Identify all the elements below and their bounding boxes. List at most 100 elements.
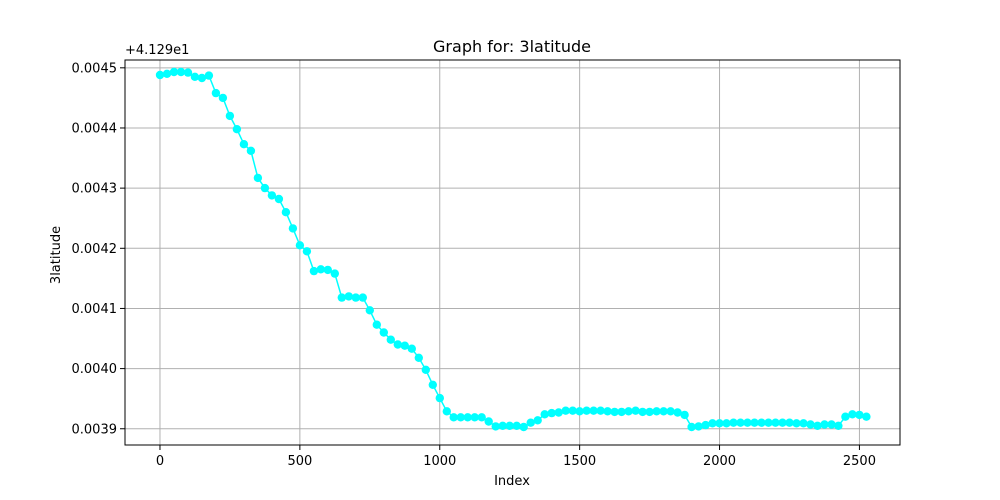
data-point xyxy=(561,406,570,415)
y-axis: 0.0039 0.0040 0.0041 0.0042 0.0043 0.0044 0.00… xyxy=(72,61,125,437)
data-point xyxy=(701,420,710,430)
data-point xyxy=(855,410,864,420)
plot-frame xyxy=(124,59,901,446)
data-point xyxy=(785,418,794,427)
data-point xyxy=(512,421,521,430)
data-point xyxy=(722,419,731,428)
x-tick-label: 2000 xyxy=(703,454,736,469)
data-point xyxy=(519,422,528,432)
data-point xyxy=(841,412,850,421)
data-point xyxy=(197,73,207,83)
data-point xyxy=(421,365,430,374)
data-point xyxy=(232,125,242,134)
data-point xyxy=(631,406,640,415)
data-point xyxy=(554,408,563,417)
y-tick-label: 0.0042 xyxy=(72,242,118,257)
data-point xyxy=(743,418,752,427)
data-point xyxy=(190,72,200,82)
data-point xyxy=(582,406,591,415)
y-tick-label: 0.0041 xyxy=(72,302,118,317)
data-point xyxy=(540,410,549,419)
data-point xyxy=(827,420,836,429)
data-point xyxy=(358,293,367,302)
data-point xyxy=(176,67,186,77)
data-point xyxy=(414,353,423,362)
data-point xyxy=(652,407,661,416)
data-point xyxy=(673,408,682,417)
x-axis: 0 500 1000 1500 2000 2500 xyxy=(156,445,876,469)
data-point xyxy=(806,420,815,429)
data-point xyxy=(379,328,388,337)
data-point xyxy=(589,406,598,415)
chart-title: Graph for: 3latitude xyxy=(433,37,591,56)
data-point xyxy=(337,293,346,302)
x-tick-label: 2500 xyxy=(843,454,876,469)
data-point xyxy=(603,407,612,416)
data-point xyxy=(407,344,416,353)
data-point xyxy=(316,265,325,274)
data-point xyxy=(498,421,507,430)
data-point xyxy=(694,422,703,431)
data-point xyxy=(799,419,808,428)
data-point xyxy=(729,418,738,427)
data-point xyxy=(295,241,305,250)
data-point xyxy=(218,93,228,103)
data-point xyxy=(757,418,766,427)
data-point xyxy=(456,413,465,422)
data-point xyxy=(428,380,437,389)
data-point xyxy=(491,422,500,431)
data-point xyxy=(624,407,633,416)
data-point xyxy=(162,69,172,79)
data-point xyxy=(575,407,584,416)
data-point xyxy=(547,408,556,418)
data-point xyxy=(862,412,871,421)
data-point xyxy=(617,407,626,417)
x-tick-label: 0 xyxy=(156,454,164,469)
data-point xyxy=(638,407,647,417)
x-tick-label: 500 xyxy=(287,454,312,469)
data-point xyxy=(750,418,759,427)
data-point xyxy=(386,335,395,344)
data-point xyxy=(344,292,353,301)
data-point xyxy=(274,194,284,204)
data-point xyxy=(442,407,451,416)
y-tick-label: 0.0039 xyxy=(72,422,118,437)
data-point xyxy=(330,269,339,278)
data-point xyxy=(260,183,270,193)
y-tick-label: 0.0040 xyxy=(72,362,118,377)
x-tick-label: 1000 xyxy=(423,454,456,469)
y-tick-label: 0.0044 xyxy=(72,121,118,136)
data-point xyxy=(400,341,409,350)
data-point xyxy=(708,419,717,428)
data-point xyxy=(211,88,221,98)
data-point xyxy=(302,247,312,256)
data-point xyxy=(645,407,654,417)
y-axis-label: 3latitude xyxy=(49,226,64,284)
data-point xyxy=(435,393,444,403)
data-point xyxy=(225,111,235,121)
y-tick-label: 0.0043 xyxy=(72,182,118,197)
data-point xyxy=(533,416,542,425)
data-point xyxy=(281,208,291,217)
data-point xyxy=(813,421,822,430)
data-point xyxy=(288,224,298,233)
series-group xyxy=(155,67,871,432)
data-point xyxy=(267,191,277,200)
data-point xyxy=(792,419,801,428)
data-point xyxy=(505,421,514,430)
data-point xyxy=(659,407,668,416)
data-point xyxy=(736,418,745,427)
data-point xyxy=(253,173,263,183)
x-axis-label: Index xyxy=(494,474,530,489)
data-point xyxy=(239,140,249,149)
x-tick-label: 1500 xyxy=(563,454,596,469)
y-axis-offset-text: +4.129e1 xyxy=(125,43,189,58)
data-point xyxy=(834,421,843,430)
data-point xyxy=(449,413,458,422)
data-point xyxy=(169,67,179,77)
data-point xyxy=(778,418,787,427)
data-point xyxy=(820,420,829,429)
data-point xyxy=(526,418,535,427)
data-point xyxy=(848,410,857,419)
